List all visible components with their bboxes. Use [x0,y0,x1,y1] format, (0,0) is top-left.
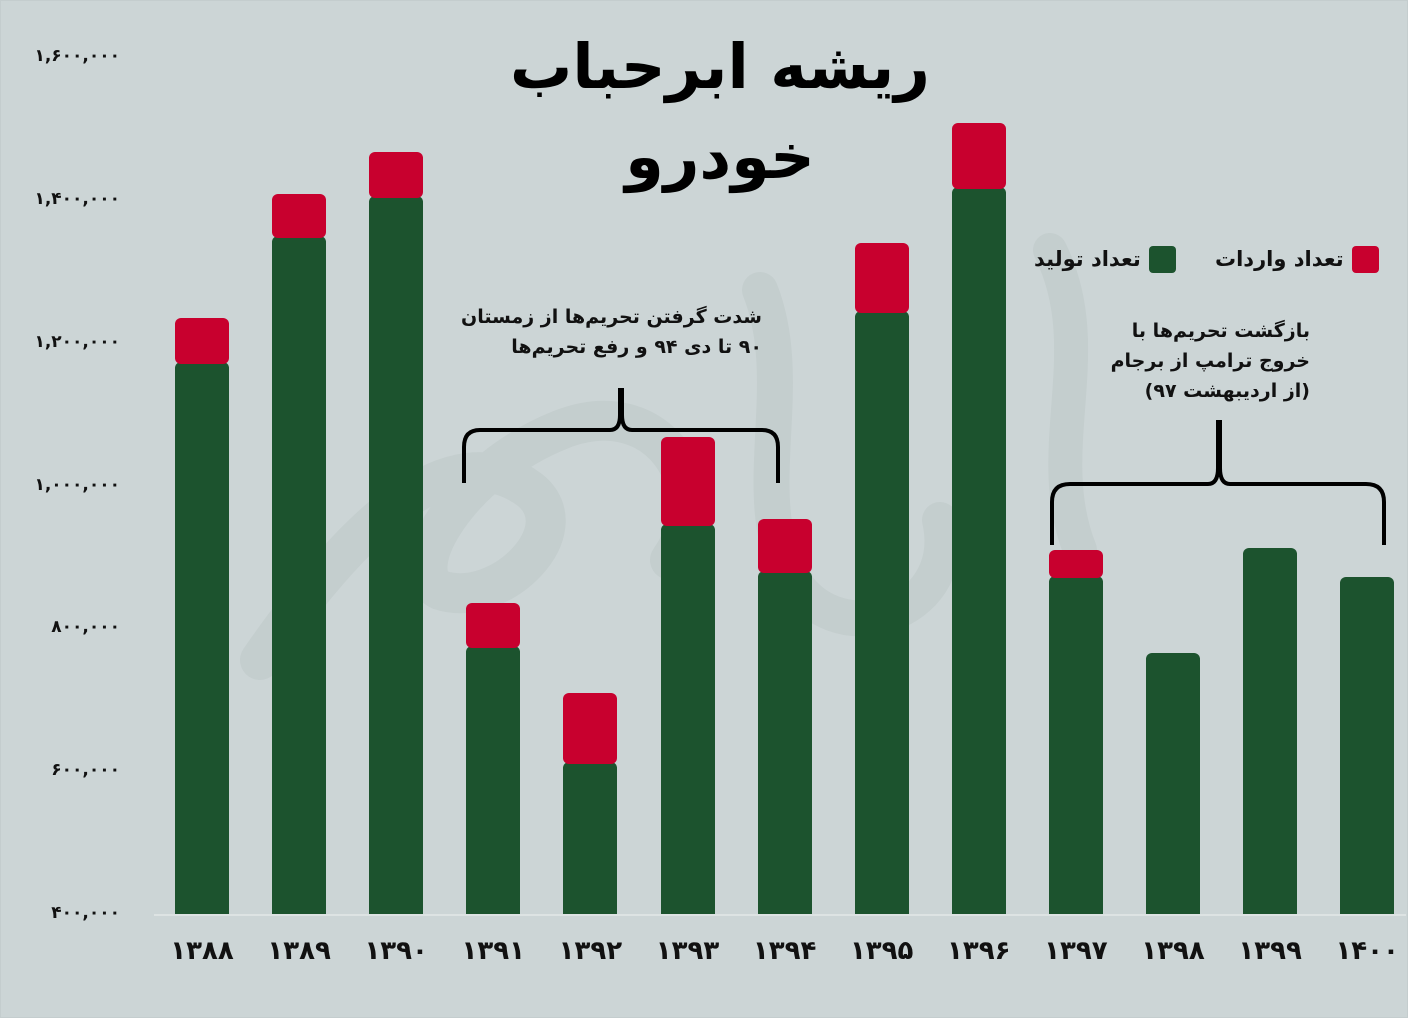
production-segment [369,195,424,914]
imports-segment [175,318,229,364]
x-tick-label: ۱۳۹۰ [364,936,428,966]
x-tick-label: ۱۳۹۹ [1238,936,1302,966]
imports-segment [1048,550,1103,579]
imports-segment [563,693,618,764]
x-tick-label: ۱۳۹۲ [558,936,623,966]
imports-segment [951,123,1006,189]
annotation-sanctions-intensified: شدت گرفتن تحریم‌ها از زمستان ۹۰ تا دی ۹۴… [440,302,762,362]
imports-swatch-icon [1351,245,1379,273]
legend-item-production: تعداد تولید [1034,241,1176,277]
production-segment [1340,576,1395,914]
x-tick-label: ۱۳۹۷ [1044,936,1108,966]
y-tick-label: ۴۰۰,۰۰۰ [51,903,120,923]
imports-segment [466,602,521,649]
chart-title: ریشه ابرحباب خودرو [510,30,930,193]
production-swatch-icon [1148,245,1176,273]
production-segment [757,571,812,914]
x-tick-label: ۱۳۹۴ [752,936,817,966]
annotation-line: ۹۰ تا دی ۹۴ و رفع تحریم‌ها [511,336,762,358]
y-tick-label: ۶۰۰,۰۰۰ [51,760,120,781]
production-segment [466,646,521,914]
production-segment [1146,652,1200,914]
annotation-line: خروج ترامپ از برجام [1110,350,1310,372]
imports-segment [854,243,909,314]
x-tick-label: ۱۴۰۰ [1335,936,1399,966]
production-segment [951,186,1006,914]
production-segment [854,311,909,914]
production-segment [272,236,327,914]
production-segment [1048,576,1103,914]
annotation-sanctions-returned: بازگشت تحریم‌ها با خروج ترامپ از برجام (… [1080,316,1310,406]
production-segment [563,761,618,914]
bracket-1391-1394-icon [462,388,780,483]
x-tick-label: ۱۳۹۵ [849,936,914,966]
x-tick-label: ۱۳۸۸ [170,936,234,966]
x-tick-label: ۱۳۹۶ [947,936,1011,966]
production-segment [660,524,715,914]
imports-segment [272,194,327,239]
annotation-line: بازگشت تحریم‌ها با [1131,320,1310,342]
production-segment [1243,548,1298,914]
y-tick-label: ۱,۰۰۰,۰۰۰ [34,474,120,495]
x-axis-line [154,914,1406,916]
x-tick-label: ۱۳۹۳ [655,936,720,966]
imports-segment [369,151,424,198]
y-tick-label: ۸۰۰,۰۰۰ [51,617,120,638]
x-tick-label: ۱۳۹۱ [461,936,526,966]
x-tick-label: ۱۳۸۹ [267,936,331,966]
y-tick-label: ۱,۴۰۰,۰۰۰ [34,188,120,209]
annotation-line: (از اردیبهشت ۹۷) [1144,380,1310,402]
legend-item-imports: تعداد واردات [1215,241,1379,277]
production-segment [175,361,229,914]
y-tick-label: ۱,۲۰۰,۰۰۰ [34,331,120,352]
annotation-line: شدت گرفتن تحریم‌ها از زمستان [461,306,762,328]
legend-label-production: تعداد تولید [1034,247,1141,271]
x-tick-label: ۱۳۹۸ [1141,936,1205,966]
y-tick-label: ۱,۶۰۰,۰۰۰ [34,46,120,66]
imports-segment [757,519,812,574]
bracket-1397-1400-icon [1050,420,1386,545]
legend-label-imports: تعداد واردات [1215,247,1344,271]
imports-segment [660,436,715,527]
